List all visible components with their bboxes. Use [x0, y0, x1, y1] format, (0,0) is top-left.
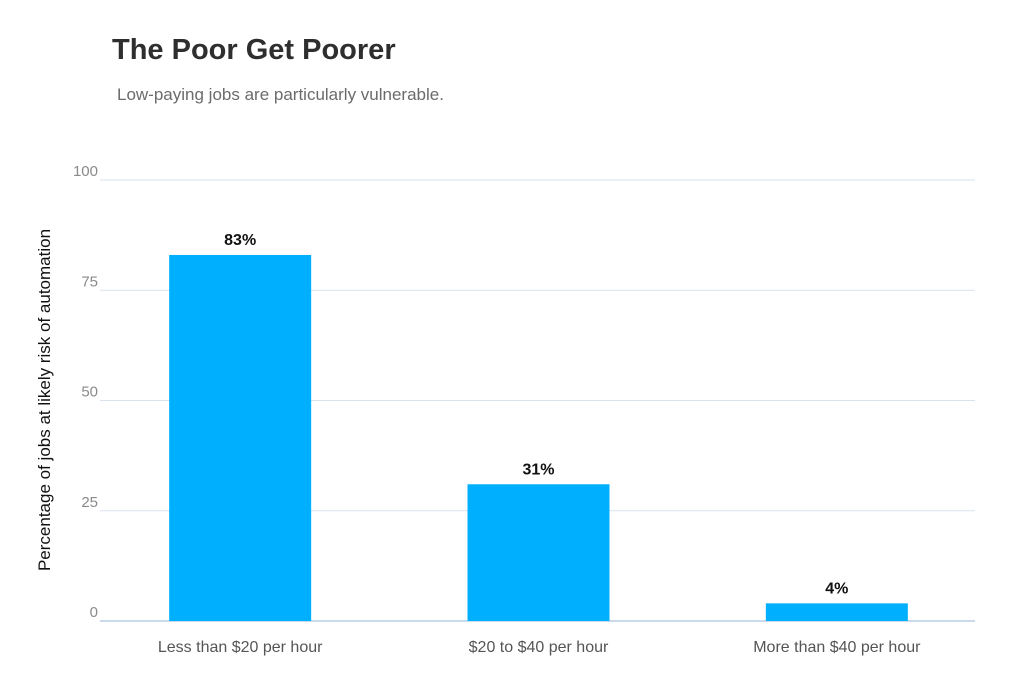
y-axis-title: Percentage of jobs at likely risk of aut… — [35, 229, 54, 571]
labels: 0 25 50 75 100 83% Less than $20 per hour 31% $2… — [73, 163, 921, 656]
bar — [765, 603, 908, 621]
x-tick-label: More than $40 per hour — [753, 639, 921, 656]
y-tick-label: 100 — [73, 163, 98, 180]
chart-subtitle: Low-paying jobs are particularly vulnera… — [117, 85, 444, 104]
bar — [169, 254, 312, 621]
bar — [467, 484, 610, 621]
y-tick-label: 50 — [81, 384, 98, 401]
chart-title: The Poor Get Poorer — [112, 34, 396, 66]
bars — [169, 254, 908, 621]
data-label: 4% — [825, 580, 848, 597]
y-tick-label: 75 — [81, 273, 98, 290]
x-tick-label: $20 to $40 per hour — [469, 639, 609, 656]
y-tick-label: 25 — [81, 494, 98, 511]
data-label: 83% — [224, 232, 256, 249]
x-tick-label: Less than $20 per hour — [158, 639, 323, 656]
y-tick-label: 0 — [90, 604, 98, 621]
data-label: 31% — [522, 461, 554, 478]
